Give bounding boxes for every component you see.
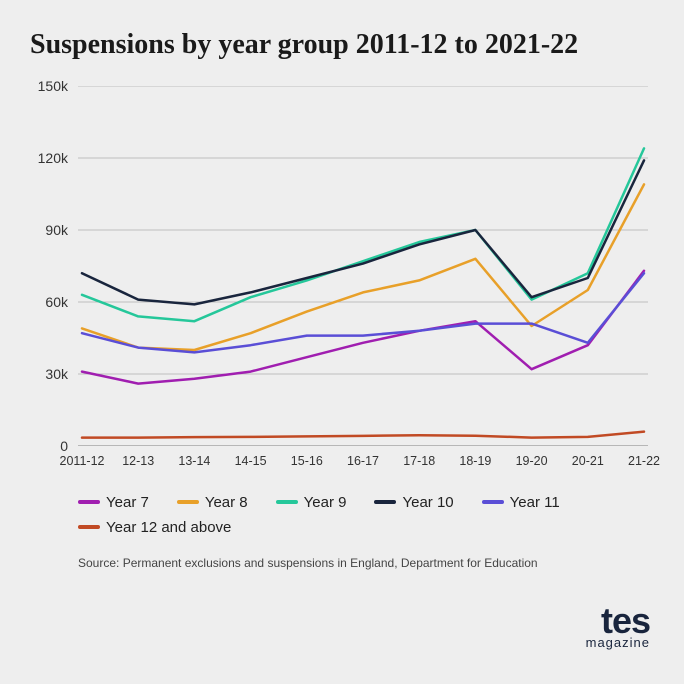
x-tick-label: 12-13: [122, 454, 154, 468]
y-tick-label: 90k: [45, 222, 68, 238]
x-tick-label: 18-19: [459, 454, 491, 468]
legend-swatch: [482, 500, 504, 504]
y-axis-labels: 030k60k90k120k150k: [30, 86, 74, 476]
x-tick-label: 13-14: [178, 454, 210, 468]
logo-sub: magazine: [586, 635, 650, 650]
legend-label: Year 10: [402, 494, 453, 511]
x-tick-label: 17-18: [403, 454, 435, 468]
legend-item: Year 12 and above: [78, 519, 231, 536]
legend-item: Year 10: [374, 494, 453, 511]
legend-swatch: [177, 500, 199, 504]
legend-label: Year 8: [205, 494, 248, 511]
legend-item: Year 11: [482, 494, 560, 511]
legend-item: Year 7: [78, 494, 149, 511]
x-tick-label: 15-16: [291, 454, 323, 468]
x-tick-label: 21-22: [628, 454, 660, 468]
legend-swatch: [78, 500, 100, 504]
tes-logo: tes magazine: [586, 605, 650, 650]
source-text: Source: Permanent exclusions and suspens…: [78, 556, 654, 570]
x-axis-labels: 2011-1212-1313-1414-1515-1616-1717-1818-…: [78, 448, 648, 476]
chart-area: 030k60k90k120k150k 2011-1212-1313-1414-1…: [30, 86, 648, 476]
legend-item: Year 9: [276, 494, 347, 511]
line-chart: [78, 86, 648, 446]
legend-item: Year 8: [177, 494, 248, 511]
legend-label: Year 7: [106, 494, 149, 511]
legend-label: Year 11: [510, 494, 560, 511]
legend: Year 7 Year 8 Year 9 Year 10 Year 11 Year 12 …: [78, 494, 578, 536]
y-tick-label: 0: [60, 438, 68, 454]
y-tick-label: 30k: [45, 366, 68, 382]
x-tick-label: 2011-12: [60, 454, 105, 468]
x-tick-label: 14-15: [235, 454, 267, 468]
legend-label: Year 12 and above: [106, 519, 231, 536]
chart-title: Suspensions by year group 2011-12 to 202…: [30, 28, 654, 62]
logo-main: tes: [586, 605, 650, 637]
x-tick-label: 20-21: [572, 454, 604, 468]
legend-swatch: [374, 500, 396, 504]
x-tick-label: 16-17: [347, 454, 379, 468]
y-tick-label: 120k: [38, 150, 68, 166]
y-tick-label: 60k: [45, 294, 68, 310]
y-tick-label: 150k: [38, 78, 68, 94]
legend-label: Year 9: [304, 494, 347, 511]
x-tick-label: 19-20: [516, 454, 548, 468]
legend-swatch: [276, 500, 298, 504]
legend-swatch: [78, 525, 100, 529]
